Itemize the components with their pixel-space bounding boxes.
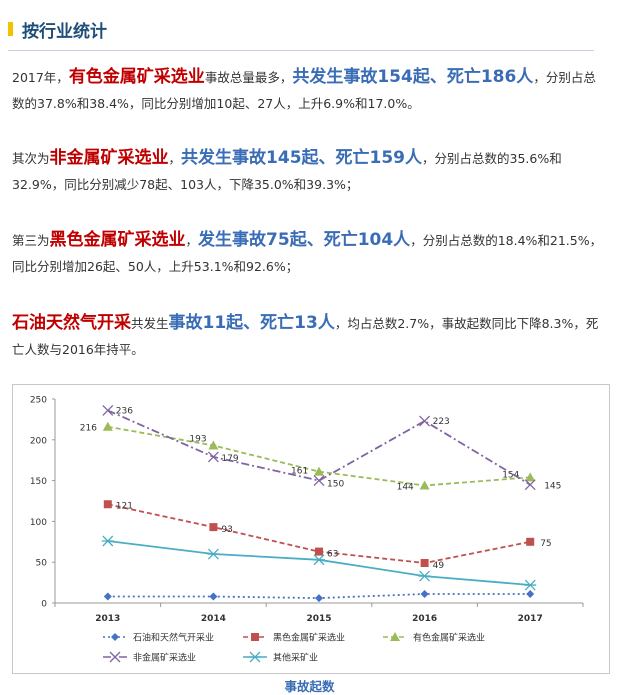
data-point-x [419, 415, 431, 427]
legend-label: 有色金属矿采选业 [413, 632, 485, 644]
industry-name: 有色金属矿采选业 [68, 67, 205, 87]
text: 共发生 [131, 316, 169, 331]
data-label: 49 [433, 561, 445, 571]
data-point-triangle [525, 472, 536, 482]
highlight-stats: 发生事故75起、死亡104人 [198, 230, 411, 250]
data-point-star [313, 554, 325, 566]
legend-label: 石油和天然气开采业 [133, 632, 214, 644]
accident-chart-frame: 0 50 100 150 200 250 2013 2014 2015 2016 2017 121 93… [12, 384, 610, 674]
paragraph-oil-gas: 石油天然气开采共发生事故11起、死亡13人，均占总数2.7%，事故起数同比下降8… [12, 310, 604, 363]
x-tick-label: 2014 [201, 614, 226, 624]
data-label: 154 [502, 470, 519, 480]
x-tick-label: 2013 [95, 614, 120, 624]
x-tick-label: 2017 [518, 614, 543, 624]
data-point-diamond [111, 633, 119, 641]
data-point-square [420, 559, 429, 568]
accent-bar [8, 22, 13, 36]
industry-name: 非金属矿采选业 [49, 148, 169, 168]
data-point-triangle [208, 440, 219, 450]
text: ， [168, 151, 182, 166]
data-point-x [313, 475, 325, 487]
data-point-diamond [526, 590, 535, 599]
highlight-stats: 共发生事故154起、死亡186人 [292, 67, 534, 87]
data-point-triangle [419, 480, 430, 490]
data-point-star [207, 548, 220, 560]
data-point-square [103, 500, 112, 509]
text: 其次为 [12, 151, 50, 166]
section-header: 按行业统计 [8, 10, 594, 51]
chart-caption: 事故起数 [284, 679, 335, 694]
data-point-diamond [420, 590, 429, 599]
highlight-stats: 事故11起、死亡13人 [168, 313, 335, 333]
y-tick-label: 200 [30, 436, 47, 446]
data-point-square [315, 547, 323, 556]
data-label: 216 [80, 424, 97, 434]
data-point-diamond [103, 592, 112, 601]
paragraph-nonmetal: 其次为非金属矿采选业，共发生事故145起、死亡159人，分别占总数的35.6%和… [12, 145, 604, 198]
data-point-square [251, 633, 259, 641]
text: ， [185, 233, 199, 248]
text: 事故总量最多， [204, 70, 293, 85]
legend-label: 非金属矿采选业 [133, 652, 196, 664]
legend-label: 黑色金属矿采选业 [273, 632, 345, 644]
data-label: 75 [540, 539, 551, 549]
data-label: 93 [221, 525, 232, 535]
legend-label: 其他采矿业 [273, 652, 318, 664]
data-label: 179 [221, 454, 238, 464]
text: ，分别占总数的18.4%和21.5%，同比分别增加26起、50人，上升53.1%… [12, 233, 603, 274]
series-line [107, 425, 531, 487]
data-label: 236 [116, 406, 133, 416]
data-point-triangle [390, 632, 400, 641]
data-point-x [524, 479, 536, 491]
data-label: 63 [327, 550, 338, 560]
data-label: 193 [189, 435, 206, 445]
accident-line-chart: 0 50 100 150 200 250 2013 2014 2015 2016 2017 121 93… [30, 396, 584, 664]
data-point-x [102, 404, 114, 416]
industry-name: 石油天然气开采 [12, 313, 131, 333]
y-tick-label: 0 [41, 600, 47, 610]
data-label: 121 [116, 501, 133, 511]
data-label: 223 [433, 417, 450, 427]
data-point-diamond [315, 594, 323, 603]
industry-name: 黑色金属矿采选业 [49, 230, 186, 250]
data-point-star [101, 535, 114, 547]
paragraph-nonferrous: 2017年，有色金属矿采选业事故总量最多，共发生事故154起、死亡186人，分别… [12, 64, 604, 117]
y-tick-label: 150 [30, 477, 47, 487]
x-tick-label: 2016 [412, 614, 437, 624]
y-tick-label: 250 [30, 396, 47, 406]
data-point-triangle [102, 421, 113, 431]
paragraph-ferrous: 第三为黑色金属矿采选业，发生事故75起、死亡104人，分别占总数的18.4%和2… [12, 227, 604, 280]
data-label: 150 [327, 480, 344, 490]
data-point-diamond [209, 592, 218, 601]
highlight-stats: 共发生事故145起、死亡159人 [181, 148, 423, 168]
data-point-star [249, 651, 261, 663]
data-label: 161 [291, 467, 308, 477]
y-tick-label: 100 [30, 518, 47, 528]
data-point-x [109, 651, 121, 663]
data-label: 144 [397, 482, 414, 492]
section-title: 按行业统计 [22, 22, 107, 42]
series-line [107, 409, 531, 486]
text: 第三为 [12, 233, 50, 248]
x-tick-label: 2015 [306, 614, 331, 624]
y-tick-label: 50 [36, 559, 48, 569]
data-point-square [526, 537, 535, 546]
data-point-triangle [314, 466, 324, 476]
data-point-square [209, 523, 218, 532]
text: 2017年， [12, 70, 69, 85]
data-point-star [418, 570, 431, 582]
text: ，分别占总数的35.6%和32.9%，同比分别减少78起、103人，下降35.0… [12, 151, 562, 192]
text: ，分别占总数的37.8%和38.4%，同比分别增加10起、27人，上升6.9%和… [12, 70, 596, 111]
data-point-x [207, 451, 219, 463]
text: ，均占总数2.7%，事故起数同比下降8.3%，死亡人数与2016年持平。 [12, 316, 599, 357]
data-label: 145 [544, 482, 561, 492]
data-point-star [524, 579, 537, 591]
